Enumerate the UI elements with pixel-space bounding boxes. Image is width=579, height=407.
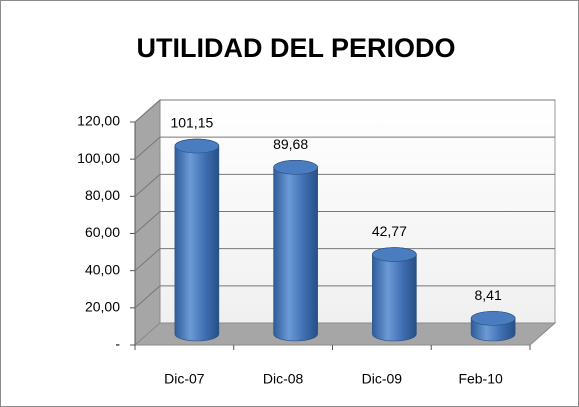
grid-line — [134, 248, 161, 272]
y-tick-label: 80,00 — [85, 187, 120, 203]
grid-line — [134, 136, 161, 160]
value-label: 42,77 — [372, 223, 407, 239]
value-label: 89,68 — [273, 136, 308, 152]
bar — [174, 138, 220, 342]
x-tick-label: Dic-07 — [164, 371, 205, 387]
floor — [133, 322, 557, 346]
grid-line — [134, 173, 161, 197]
grid-line — [134, 285, 161, 309]
bar-cap — [273, 160, 318, 175]
chart-title: UTILIDAD DEL PERIODO — [136, 33, 455, 63]
y-tick-label: 100,00 — [77, 150, 120, 166]
bar-cap — [470, 311, 516, 326]
grid-line — [134, 99, 161, 123]
y-tick-label: - — [115, 336, 120, 352]
y-tick-label: 20,00 — [85, 299, 120, 315]
y-tick-label: 120,00 — [77, 113, 120, 129]
x-tick-label: Feb-10 — [458, 371, 503, 387]
bar — [273, 160, 318, 342]
grid-line — [134, 211, 161, 234]
x-tick-label: Dic-08 — [263, 371, 304, 387]
bar-cap — [174, 138, 220, 154]
bar-cap — [372, 247, 417, 262]
x-tick-label: Dic-09 — [362, 371, 403, 387]
y-tick-label: 60,00 — [85, 224, 120, 240]
value-label: 8,41 — [475, 287, 502, 303]
y-tick-label: 40,00 — [85, 261, 120, 277]
value-label: 101,15 — [170, 115, 213, 131]
